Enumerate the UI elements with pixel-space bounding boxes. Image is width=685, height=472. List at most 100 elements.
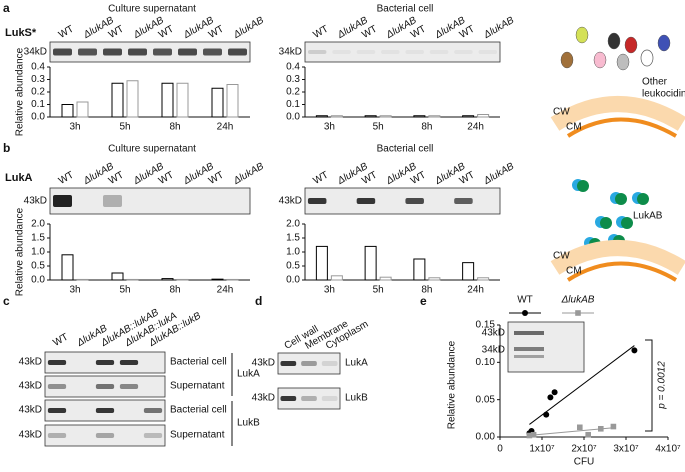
y-tick-label: 0.1 — [286, 99, 300, 110]
blot-band — [78, 48, 97, 56]
point — [530, 431, 537, 438]
lane-label: WT — [57, 170, 76, 187]
y-tick-label: 1.0 — [286, 247, 300, 258]
bar — [477, 277, 490, 281]
bar — [330, 115, 343, 118]
y-tick-label: 0.15 — [476, 320, 496, 331]
panel-label: d — [255, 294, 262, 308]
blot-band — [53, 48, 72, 56]
x-tick-label: 1x10⁷ — [529, 444, 555, 455]
point — [577, 424, 583, 431]
bar — [428, 277, 441, 281]
x-tick-label: 5h — [373, 285, 384, 296]
y-tick-label: 0.0 — [31, 275, 45, 286]
legend-label: WT — [517, 295, 533, 306]
lane-label: WT — [51, 332, 70, 349]
x-tick-label: 3h — [324, 122, 335, 133]
bar — [226, 278, 239, 281]
blot — [49, 187, 251, 215]
blot-band — [429, 50, 449, 54]
y-tick-label: 0.3 — [31, 74, 45, 85]
row-label: Bacterial cell — [170, 357, 227, 368]
blot-band — [280, 361, 297, 366]
blot-band — [454, 198, 473, 204]
blot-band — [143, 408, 163, 413]
blot-band — [47, 433, 67, 438]
x-axis-label: CFU — [574, 457, 595, 468]
blot-band — [47, 384, 67, 389]
x-tick-label: 24h — [467, 285, 484, 296]
y-tick-label: 0.2 — [286, 87, 300, 98]
y-tick-label: 0.05 — [476, 394, 496, 405]
leukocidin-schematic — [550, 26, 685, 138]
blot — [304, 41, 501, 63]
y-tick-label: 0.5 — [286, 261, 300, 272]
schematic-label: CW — [553, 107, 570, 118]
size-marker: 34kD — [482, 345, 505, 356]
y-tick-label: 0.4 — [31, 62, 45, 73]
bar — [176, 278, 189, 281]
size-marker: 43kD — [19, 381, 42, 392]
y-tick-label: 1.0 — [31, 247, 45, 258]
blot-band — [119, 360, 139, 365]
panel-label: b — [3, 141, 10, 155]
chart-title: Bacterial cell — [377, 4, 434, 15]
x-tick-label: 8h — [421, 122, 432, 133]
schematic-label: Other — [642, 77, 668, 88]
x-tick-label: 8h — [169, 122, 180, 133]
point — [543, 411, 550, 418]
lane-label: ΔlukAB — [231, 161, 266, 188]
x-tick-label: 5h — [119, 122, 130, 133]
bar — [111, 272, 124, 281]
blot-band — [128, 48, 147, 56]
blot-band — [103, 48, 122, 56]
blot-band — [153, 48, 172, 56]
size-marker: 43kD — [19, 405, 42, 416]
y-tick-label: 1.5 — [286, 233, 300, 244]
panel-label: c — [3, 294, 10, 308]
protein-label: LukS* — [5, 27, 37, 39]
row-label: LukB — [345, 393, 368, 404]
blot-band — [405, 50, 424, 54]
size-marker: 43kD — [279, 196, 302, 207]
blot-band — [119, 384, 139, 389]
blot-band — [307, 50, 327, 54]
y-tick-label: 1.5 — [31, 233, 45, 244]
blot-band — [356, 50, 376, 54]
protein-label: LukA — [5, 172, 33, 184]
bar — [462, 262, 475, 281]
blot-band — [478, 50, 498, 54]
bar — [61, 254, 74, 281]
group-label: LukA — [237, 369, 260, 380]
y-tick-label: 0.3 — [286, 74, 300, 85]
x-tick-label: 0 — [497, 444, 503, 455]
lane-label: WT — [312, 170, 331, 187]
bar — [211, 278, 224, 281]
blot-band — [356, 198, 376, 204]
blot-band — [47, 408, 67, 413]
y-axis-label: Relative abundance — [447, 340, 458, 429]
x-tick-label: 3h — [69, 285, 80, 296]
bar — [462, 115, 475, 118]
schematic-label: leukocidins — [642, 89, 685, 100]
chart-title: Bacterial cell — [377, 144, 434, 155]
bar — [330, 275, 343, 281]
point — [598, 425, 604, 432]
lane-label: ΔlukAB — [481, 15, 516, 42]
bar — [176, 82, 189, 118]
row-label: LukA — [345, 358, 368, 369]
bar — [413, 115, 426, 118]
schematic-label: LukAB — [633, 211, 663, 222]
bar — [379, 276, 392, 281]
row-label: Bacterial cell — [170, 405, 227, 416]
row-label: Supernatant — [170, 381, 225, 392]
blot-band — [307, 198, 327, 204]
x-tick-label: 8h — [421, 285, 432, 296]
x-tick-label: 5h — [119, 285, 130, 296]
point — [551, 389, 558, 396]
blot-band — [103, 195, 122, 207]
y-tick-label: 0.10 — [476, 357, 496, 368]
y-tick-label: 0.00 — [476, 432, 496, 443]
legend-marker — [522, 310, 528, 316]
bar — [211, 87, 224, 118]
